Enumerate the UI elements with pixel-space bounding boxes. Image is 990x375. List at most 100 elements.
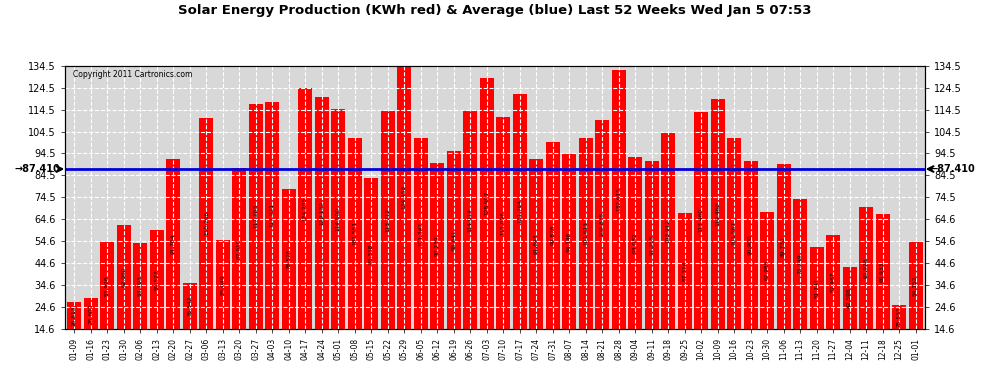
Bar	[480, 78, 494, 329]
Text: 55.049: 55.049	[221, 274, 226, 295]
Bar	[282, 189, 296, 329]
Bar	[67, 302, 81, 329]
Text: 99.876: 99.876	[550, 225, 555, 246]
Text: 93.082: 93.082	[633, 232, 638, 253]
Text: 62.080: 62.080	[122, 266, 127, 287]
Text: 91.764: 91.764	[171, 234, 176, 254]
Bar	[859, 207, 873, 329]
Bar	[332, 110, 346, 329]
Bar	[100, 243, 115, 329]
Text: 53.703: 53.703	[138, 276, 143, 296]
Bar	[117, 225, 131, 329]
Text: 67.324: 67.324	[682, 261, 687, 281]
Text: 67.985: 67.985	[764, 260, 769, 280]
Bar	[892, 305, 906, 329]
Text: 110.706: 110.706	[204, 211, 209, 236]
Bar	[347, 138, 361, 329]
Bar	[579, 138, 593, 329]
Text: 114.600: 114.600	[336, 207, 341, 231]
Bar	[545, 142, 559, 329]
Bar	[84, 298, 98, 329]
Text: 78.526: 78.526	[286, 248, 291, 269]
Text: 28.602: 28.602	[88, 303, 93, 324]
Text: 113.460: 113.460	[699, 208, 704, 232]
Text: 57.467: 57.467	[831, 272, 836, 292]
Text: 120.139: 120.139	[320, 201, 325, 225]
Text: 59.522: 59.522	[154, 269, 159, 290]
Text: 117.921: 117.921	[270, 203, 275, 227]
Text: 73.749: 73.749	[798, 254, 803, 274]
Bar	[199, 118, 214, 329]
Text: 87.910: 87.910	[237, 238, 242, 259]
Bar	[711, 99, 725, 329]
Text: Solar Energy Production (KWh red) & Average (blue) Last 52 Weeks Wed Jan 5 07:53: Solar Energy Production (KWh red) & Aver…	[178, 4, 812, 17]
Bar	[612, 70, 626, 329]
Text: 103.912: 103.912	[665, 219, 670, 243]
Bar	[727, 138, 742, 329]
Bar	[562, 154, 576, 329]
Bar	[776, 164, 791, 329]
Bar	[463, 111, 477, 329]
Bar	[826, 235, 841, 329]
Text: 117.203: 117.203	[253, 204, 258, 228]
Text: Copyright 2011 Cartronics.com: Copyright 2011 Cartronics.com	[73, 70, 193, 79]
Bar	[677, 213, 692, 329]
Bar	[530, 159, 544, 329]
Bar	[661, 133, 675, 329]
Text: 128.907: 128.907	[484, 191, 489, 216]
Text: 95.841: 95.841	[451, 230, 456, 250]
Bar	[265, 102, 279, 329]
Text: 90.239: 90.239	[435, 236, 440, 256]
Bar	[149, 230, 164, 329]
Bar	[629, 157, 643, 329]
Bar	[134, 243, 148, 329]
Bar	[842, 267, 856, 329]
Bar	[315, 97, 329, 329]
Bar	[810, 247, 824, 329]
Bar	[414, 138, 428, 329]
Bar	[381, 111, 395, 329]
Bar	[166, 159, 180, 329]
Bar	[183, 283, 197, 329]
Bar	[595, 120, 609, 329]
Text: 90.900: 90.900	[748, 235, 753, 255]
Bar	[364, 178, 378, 329]
Bar	[694, 112, 708, 329]
Text: 101.347: 101.347	[419, 222, 424, 246]
Bar	[909, 242, 923, 329]
Bar	[397, 66, 411, 329]
Text: 83.318: 83.318	[369, 243, 374, 264]
Text: 101.551: 101.551	[352, 221, 357, 245]
Text: 51.741: 51.741	[814, 278, 819, 298]
Text: 101.613: 101.613	[583, 221, 588, 245]
Text: 134.453: 134.453	[402, 185, 407, 209]
Bar	[793, 199, 807, 329]
Text: 25.533: 25.533	[897, 306, 902, 327]
Text: →87.410: →87.410	[15, 164, 60, 174]
Text: 94.146: 94.146	[566, 231, 571, 252]
Text: 121.764: 121.764	[517, 199, 523, 223]
Bar	[216, 240, 230, 329]
Text: 114.014: 114.014	[467, 208, 473, 232]
Text: 69.978: 69.978	[863, 258, 868, 278]
Text: 109.875: 109.875	[600, 212, 605, 236]
Bar	[431, 163, 445, 329]
Bar	[298, 88, 313, 329]
Bar	[446, 150, 460, 329]
Text: 26.813: 26.813	[72, 305, 77, 326]
Text: 111.096: 111.096	[501, 211, 506, 235]
Text: 101.567: 101.567	[732, 221, 737, 245]
Text: 91.897: 91.897	[534, 234, 539, 254]
Bar	[248, 104, 263, 329]
Text: 124.205: 124.205	[303, 196, 308, 220]
Text: 54.152: 54.152	[913, 275, 918, 296]
Text: 66.933: 66.933	[880, 261, 885, 282]
Text: 42.598: 42.598	[847, 288, 852, 308]
Text: 119.460: 119.460	[715, 202, 720, 226]
Text: 35.542: 35.542	[187, 296, 192, 316]
Text: 113.712: 113.712	[385, 208, 390, 232]
Bar	[233, 168, 247, 329]
Bar	[644, 160, 658, 329]
Bar	[513, 94, 527, 329]
Text: 91.255: 91.255	[649, 234, 654, 255]
